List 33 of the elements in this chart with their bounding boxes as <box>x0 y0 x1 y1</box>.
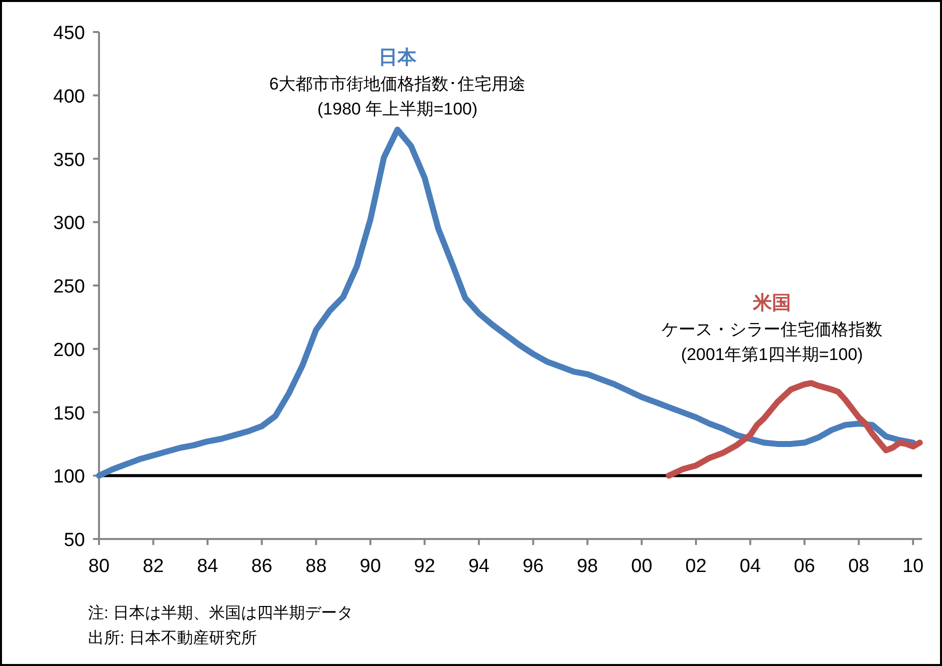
annotation: (1980 年上半期=100) <box>317 100 478 119</box>
x-tick-label: 96 <box>522 556 544 577</box>
x-tick-label: 94 <box>468 556 490 577</box>
x-tick-label: 08 <box>848 556 870 577</box>
x-tick-label: 88 <box>306 556 327 577</box>
y-tick-label: 200 <box>53 340 85 361</box>
text: 米国 <box>752 292 791 314</box>
x-tick-label: 82 <box>142 556 164 577</box>
y-tick-label: 100 <box>53 466 85 488</box>
annotation: (2001年第1四半期=100) <box>681 345 863 364</box>
x-tick-label: 06 <box>794 556 816 577</box>
x-tick-label: 86 <box>251 556 272 577</box>
x-tick-label: 02 <box>685 556 707 577</box>
annotation: ケース・シラー住宅価格指数 <box>662 320 882 340</box>
y-tick-label: 50 <box>64 530 85 551</box>
y-tick-label: 250 <box>53 276 85 298</box>
annotation: 6大都市市街地価格指数･住宅用途 <box>269 74 526 94</box>
x-tick-label: 98 <box>576 556 598 577</box>
x-tick-label: 90 <box>360 556 381 577</box>
x-tick-label: 80 <box>88 556 110 577</box>
x-tick-label: 00 <box>631 556 652 577</box>
text: 注: 日本は半期、米国は四半期データ <box>88 604 353 622</box>
y-tick-label: 450 <box>53 23 85 44</box>
x-tick-label: 84 <box>196 556 219 577</box>
text: 日本 <box>378 46 418 69</box>
x-tick-label: 04 <box>740 556 762 577</box>
x-tick-label: 92 <box>414 556 436 577</box>
y-tick-label: 400 <box>53 86 85 108</box>
x-tick-label: 10 <box>902 556 924 577</box>
y-tick-label: 300 <box>53 213 85 234</box>
y-tick-label: 150 <box>53 403 85 424</box>
text: 出所: 日本不動産研究所 <box>88 629 257 647</box>
y-tick-label: 350 <box>53 150 85 171</box>
